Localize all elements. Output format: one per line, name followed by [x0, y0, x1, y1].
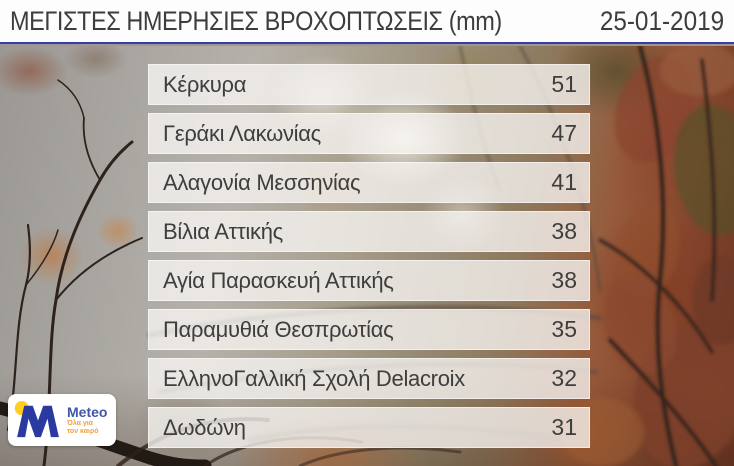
- table-row: Δωδώνη 31: [148, 407, 590, 448]
- meteo-tagline-line2: τον καιρό: [67, 427, 99, 435]
- rainfall-value: 51: [551, 71, 577, 97]
- table-row: Γεράκι Λακωνίας 47: [148, 113, 590, 154]
- table-row: Κέρκυρα 51: [148, 64, 590, 105]
- station-name: ΕλληνοΓαλλική Σχολή Delacroix: [163, 365, 465, 391]
- table-row: Βίλια Αττικής 38: [148, 211, 590, 252]
- rainfall-value: 41: [551, 169, 577, 195]
- rainfall-value: 47: [551, 120, 577, 146]
- rainfall-value: 38: [551, 267, 577, 293]
- meteo-logo: Meteo Όλα για τον καιρό: [8, 394, 116, 446]
- station-name: Βίλια Αττικής: [163, 218, 283, 244]
- station-name: Γεράκι Λακωνίας: [163, 120, 321, 146]
- rainfall-value: 35: [551, 316, 577, 342]
- rainfall-value: 31: [551, 414, 577, 440]
- table-row: Αλαγονία Μεσσηνίας 41: [148, 162, 590, 203]
- station-name: Κέρκυρα: [163, 71, 247, 97]
- station-name: Αλαγονία Μεσσηνίας: [163, 169, 361, 195]
- station-name: Παραμυθιά Θεσπρωτίας: [163, 316, 394, 342]
- table-row: ΕλληνοΓαλλική Σχολή Delacroix 32: [148, 358, 590, 399]
- table-row: Παραμυθιά Θεσπρωτίας 35: [148, 309, 590, 350]
- meteo-brand-label: Meteo: [67, 404, 108, 420]
- station-name: Δωδώνη: [163, 414, 246, 440]
- rainfall-value: 32: [551, 365, 577, 391]
- table-row: Αγία Παρασκευή Αττικής 38: [148, 260, 590, 301]
- page-title: ΜΕΓΙΣΤΕΣ ΗΜΕΡΗΣΙΕΣ ΒΡΟΧΟΠΤΩΣΕΙΣ (mm): [10, 5, 502, 36]
- meteo-tagline-line1: Όλα για: [67, 420, 93, 427]
- meteo-m-icon: [14, 401, 59, 438]
- station-name: Αγία Παρασκευή Αττικής: [163, 267, 394, 293]
- header-bar: ΜΕΓΙΣΤΕΣ ΗΜΕΡΗΣΙΕΣ ΒΡΟΧΟΠΤΩΣΕΙΣ (mm) 25-…: [0, 0, 734, 44]
- rainfall-table: Κέρκυρα 51 Γεράκι Λακωνίας 47 Αλαγονία Μ…: [148, 64, 590, 456]
- rainfall-value: 38: [551, 218, 577, 244]
- date-label: 25-01-2019: [599, 5, 724, 36]
